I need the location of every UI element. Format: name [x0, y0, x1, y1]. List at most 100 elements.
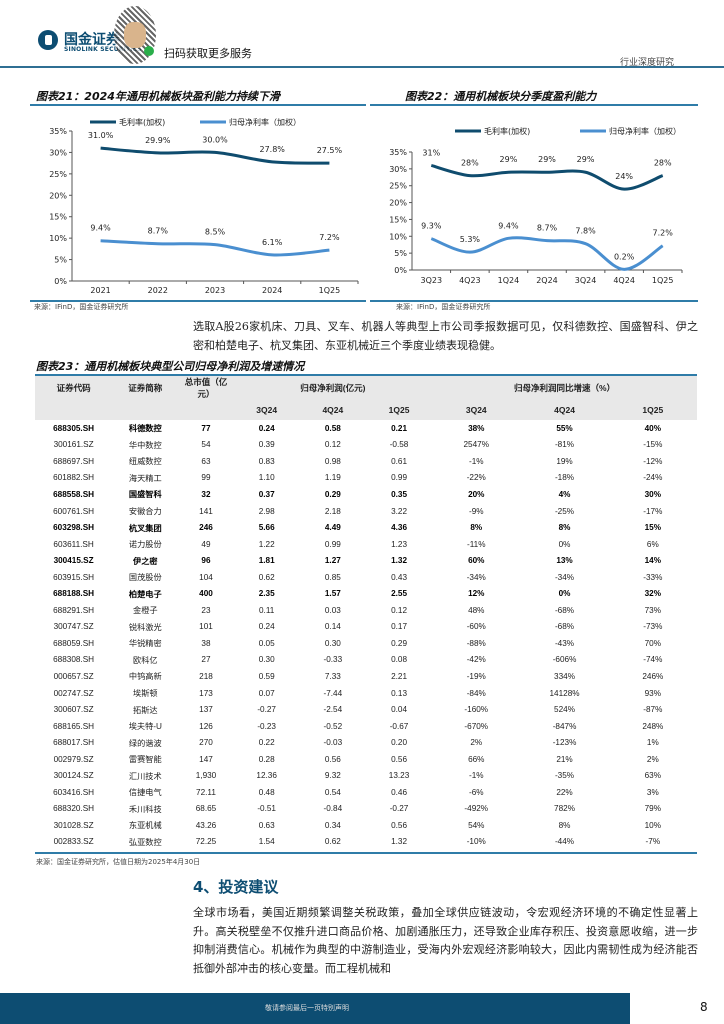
table-cell: 0.12	[324, 440, 341, 450]
col-cap: 总市值（亿元）	[178, 376, 234, 400]
table-cell: -68%	[554, 622, 575, 632]
table-cell: 0.30	[258, 655, 275, 665]
data-label: 28%	[461, 159, 479, 168]
table-cell: 0.48	[258, 787, 275, 797]
table-cell: 1.19	[324, 473, 341, 483]
x-tick-label: 2024	[262, 286, 282, 295]
table-cell: 15%	[644, 523, 662, 533]
table-cell: -9%	[468, 506, 484, 516]
table-cell: 22%	[556, 787, 573, 797]
table-cell: 柏楚电子	[128, 589, 162, 599]
x-tick-label: 3Q24	[575, 276, 597, 285]
table-cell: 0.34	[324, 820, 341, 830]
fig21-title: 图表21：2024年通用机械板块盈利能力持续下滑	[36, 90, 280, 103]
table-cell: 弘亚数控	[128, 837, 162, 847]
table-cell: 5.66	[258, 523, 275, 533]
chart-21: 0% 5% 10% 15% 20% 25% 30% 35% 2021 2022 2023 2024 1Q…	[49, 117, 359, 295]
table-row: 688558.SH 国盛智科 32 0.37 0.29 0.35 20% 4% 30%	[35, 486, 697, 503]
table-cell: 38%	[468, 423, 485, 433]
table-cell: -35%	[554, 771, 575, 781]
table-cell: 0.62	[324, 837, 341, 847]
y-tick-label: 0%	[394, 266, 407, 275]
table-cell: -87%	[643, 705, 663, 715]
table-cell: 72.11	[196, 787, 216, 797]
table-cell: 246	[199, 523, 213, 533]
table-cell: 0.35	[391, 489, 407, 499]
table-cell: 0.99	[324, 539, 341, 549]
fig22-title: 图表22：通用机械板块分季度盈利能力	[405, 90, 597, 103]
data-label: 30.0%	[202, 135, 228, 144]
table-cell: 0.43	[391, 572, 407, 582]
table-cell: -25%	[554, 506, 575, 516]
table-cell: -160%	[464, 705, 489, 715]
table-cell: 218	[199, 671, 213, 681]
data-label: 27.5%	[317, 146, 343, 155]
y-tick-label: 30%	[49, 148, 67, 157]
legend-label: 归母净利率（加权）	[609, 126, 681, 136]
table-cell: 2.98	[258, 506, 275, 516]
table-row: 688165.SH 埃夫特-U 126 -0.23 -0.52 -0.67 -670% -84…	[35, 718, 697, 735]
fig22-bottom-rule	[370, 300, 698, 302]
table-cell: 73%	[644, 605, 662, 615]
y-tick-label: 20%	[49, 191, 67, 200]
table-row: 688305.SH 科德数控 77 0.24 0.58 0.21 38% 55% 40%	[35, 420, 697, 437]
table-cell: -24%	[643, 473, 663, 483]
table-cell: 0.98	[324, 456, 341, 466]
table-cell: 002979.SZ	[53, 754, 94, 764]
x-tick-label: 1Q25	[319, 286, 341, 295]
table-cell: 270	[199, 738, 213, 748]
table-cell: 000657.SZ	[53, 671, 94, 681]
table-cell: 14%	[644, 556, 662, 566]
table-cell: 0.24	[258, 622, 275, 632]
table-cell: 拓斯达	[133, 705, 158, 715]
table-cell: -0.03	[323, 738, 343, 748]
table-cell: 东亚机械	[128, 821, 162, 831]
table-cell: 66%	[468, 754, 485, 764]
table-cell: 13.23	[388, 771, 410, 781]
table-cell: 334%	[554, 671, 575, 681]
table-cell: 603416.SH	[53, 787, 95, 797]
table-cell: 688558.SH	[53, 489, 95, 499]
data-label: 9.4%	[498, 221, 519, 230]
table-row: 688320.SH 禾川科技 68.65 -0.51 -0.84 -0.27 -492% 78…	[35, 801, 697, 818]
table-cell: 126	[199, 721, 213, 731]
col-q: 3Q24	[233, 400, 300, 420]
data-label: 27.8%	[259, 145, 285, 154]
table-cell: 688188.SH	[53, 589, 95, 599]
table-cell: 0.63	[258, 820, 275, 830]
table-cell: 8%	[558, 523, 571, 533]
table-cell: 禾川科技	[128, 804, 162, 814]
table-cell: -2.54	[323, 705, 343, 715]
y-tick-label: 25%	[49, 170, 67, 179]
table-cell: 0.05	[258, 638, 275, 648]
table-cell: -670%	[464, 721, 489, 731]
table-cell: 华锐精密	[128, 639, 162, 649]
table-cell: 300415.SZ	[53, 556, 94, 566]
table-cell: 13%	[556, 556, 573, 566]
table-cell: 海天精工	[128, 473, 162, 483]
table-cell: -42%	[466, 655, 486, 665]
data-label: 7.2%	[319, 233, 340, 242]
footer-disclaimer[interactable]: 敬请参阅最后一页特别声明	[265, 1004, 349, 1012]
data-label: 6.1%	[262, 238, 283, 247]
table-cell: 埃夫特-U	[128, 722, 162, 732]
table-cell: 0.56	[391, 754, 407, 764]
data-label: 29.9%	[145, 136, 171, 145]
table-cell: 002747.SZ	[53, 688, 94, 698]
table-cell: -0.58	[389, 440, 409, 450]
fig21-bottom-rule	[30, 300, 366, 302]
data-label: 7.2%	[653, 229, 674, 238]
table-cell: 601882.SH	[53, 473, 95, 483]
table-cell: -606%	[552, 655, 577, 665]
table-cell: 002833.SZ	[53, 837, 94, 847]
table-cell: 48%	[468, 605, 485, 615]
table-cell: 400	[199, 589, 213, 599]
y-tick-label: 0%	[54, 277, 67, 286]
fig22-source: 来源：IFinD，国金证券研究所	[396, 303, 491, 311]
table-cell: -0.51	[257, 804, 276, 814]
table-cell: 0.17	[391, 622, 407, 632]
table-row: 688188.SH 柏楚电子 400 2.35 1.57 2.55 12% 0% 32%	[35, 585, 697, 602]
y-tick-label: 15%	[49, 213, 67, 222]
table-cell: 杭叉集团	[128, 523, 162, 533]
table-cell: -1%	[468, 456, 484, 466]
